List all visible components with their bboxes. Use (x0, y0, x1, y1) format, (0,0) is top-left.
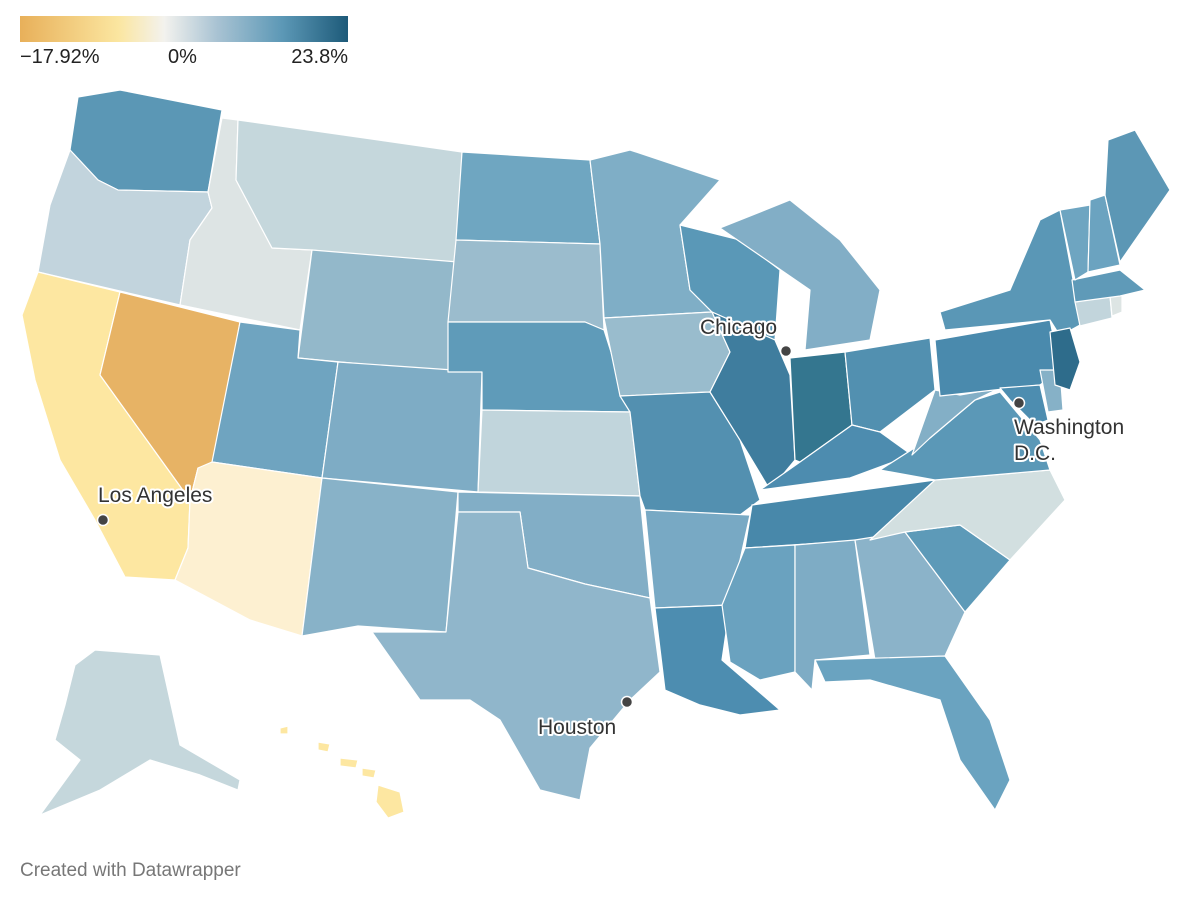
state-new-hampshire[interactable] (1087, 194, 1121, 273)
state-kansas[interactable] (477, 409, 641, 497)
state-kentucky[interactable] (759, 424, 913, 491)
cities-layer: Los Angeles Chicago Washington D.C. Hous… (96, 314, 1130, 741)
state-alaska[interactable] (39, 649, 241, 816)
state-new-york[interactable] (939, 209, 1081, 337)
state-massachusetts[interactable] (1071, 269, 1146, 303)
color-legend: −17.92% 0% 23.8% (20, 16, 350, 72)
city-label-washington-dc: Washington D.C. (1014, 416, 1130, 465)
city-label-los-angeles: Los Angeles (98, 484, 212, 507)
legend-gradient-bar (20, 16, 348, 42)
state-north-dakota[interactable] (455, 151, 601, 245)
state-ohio[interactable] (844, 337, 936, 433)
state-pennsylvania[interactable] (934, 319, 1061, 397)
state-new-jersey[interactable] (1049, 327, 1081, 391)
city-marker-houston (620, 695, 634, 709)
city-marker-los-angeles (96, 513, 110, 527)
state-texas[interactable] (371, 511, 661, 801)
city-label-chicago: Chicago (700, 316, 777, 339)
city-label-washington-dc-line1: Washington (1014, 416, 1124, 439)
state-maine[interactable] (1104, 129, 1171, 263)
state-hawaii[interactable] (279, 725, 405, 819)
state-florida[interactable] (814, 655, 1011, 811)
state-colorado[interactable] (321, 361, 483, 493)
state-wyoming[interactable] (297, 249, 459, 373)
datawrapper-credit: Created with Datawrapper (20, 860, 241, 881)
city-marker-chicago (779, 344, 793, 358)
states-layer (21, 89, 1171, 819)
state-michigan[interactable] (719, 199, 881, 351)
city-label-houston: Houston (538, 716, 616, 739)
state-south-dakota[interactable] (447, 239, 605, 331)
legend-mid-label: 0% (168, 46, 197, 68)
legend-max-label: 23.8% (291, 46, 348, 68)
city-label-washington-dc-line2: D.C. (1014, 442, 1056, 465)
city-marker-washington-dc (1012, 396, 1026, 410)
legend-min-label: −17.92% (20, 46, 100, 68)
state-new-mexico[interactable] (301, 477, 459, 637)
